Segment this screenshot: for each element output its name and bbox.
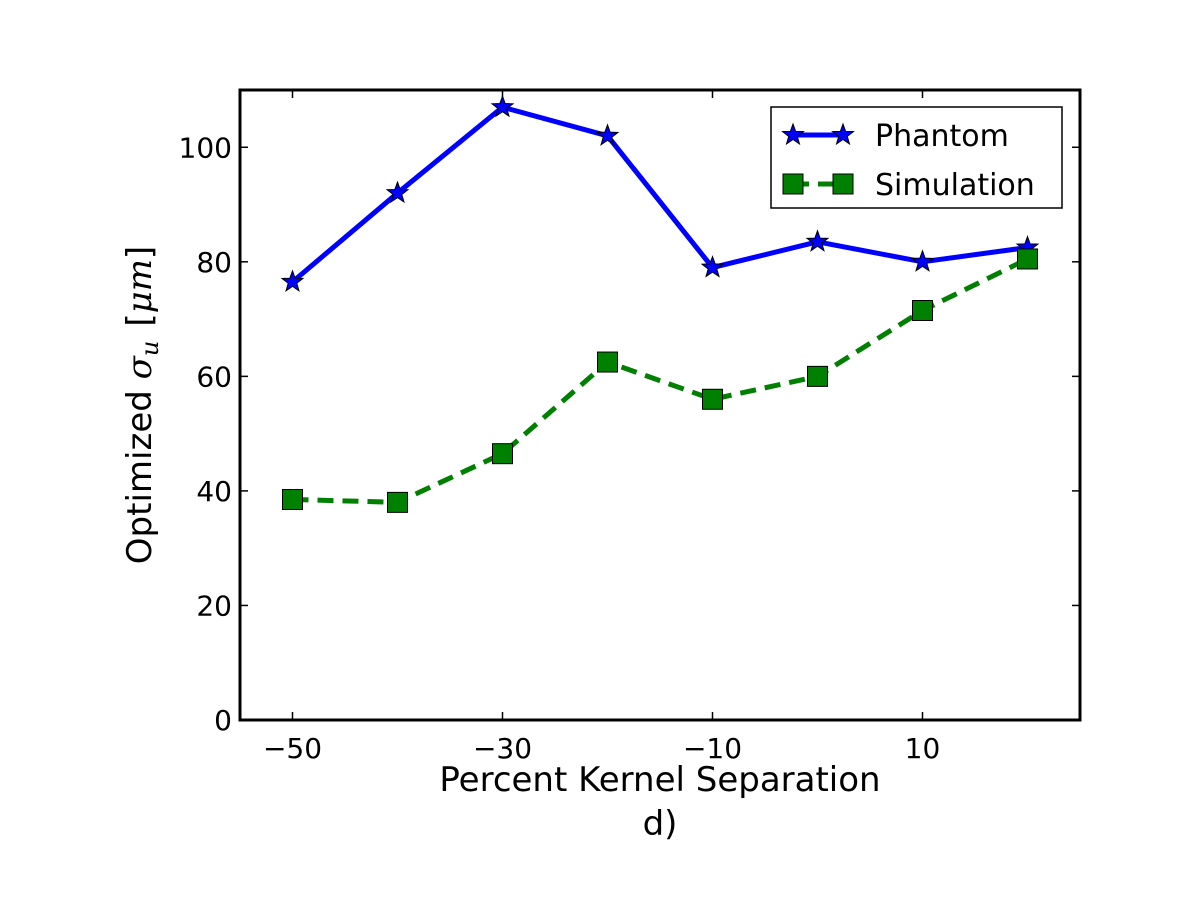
data-point-simulation <box>807 365 828 387</box>
legend-item-phantom: Phantom <box>781 119 1009 154</box>
x-tick-label: 10 <box>905 732 941 765</box>
y-tick-label: 0 <box>214 704 232 737</box>
data-point-phantom <box>805 229 830 252</box>
y-tick-label: 100 <box>179 131 232 164</box>
legend-item-simulation: Simulation <box>782 168 1035 203</box>
plot-frame <box>238 88 1082 722</box>
legend-marker-simulation <box>782 173 804 195</box>
data-point-phantom <box>280 269 305 292</box>
data-point-phantom <box>700 255 725 278</box>
legend-marker-simulation <box>832 173 854 195</box>
data-point-phantom <box>385 180 410 204</box>
series-line-simulation <box>292 256 1029 505</box>
data-point-phantom <box>910 249 935 272</box>
data-point-simulation <box>282 489 303 510</box>
data-point-simulation <box>492 443 513 465</box>
y-axis-label-units: μm <box>120 259 160 313</box>
y-tick-label: 80 <box>196 246 232 279</box>
series-layer <box>280 94 1040 513</box>
y-axis-label-bracket-open: [ <box>120 313 160 326</box>
data-point-simulation <box>387 491 408 513</box>
y-tick-label: 40 <box>196 475 232 508</box>
y-tick-label: 20 <box>196 589 232 622</box>
series-simulation <box>282 248 1038 513</box>
legend-label-phantom: Phantom <box>875 119 1009 154</box>
data-point-simulation <box>1017 248 1038 270</box>
x-axis-label: Percent Kernel Separation <box>439 760 880 800</box>
x-tick-label: −10 <box>683 732 742 765</box>
legend-marker-phantom <box>831 122 855 146</box>
y-axis-label-prefix: Optimized <box>120 379 160 564</box>
series-phantom <box>280 94 1040 292</box>
y-tick-label: 60 <box>196 360 232 393</box>
legend: Phantom Simulation <box>770 106 1063 209</box>
x-tick-label: −30 <box>473 732 532 765</box>
series-line-phantom <box>290 104 1028 284</box>
legend-label-simulation: Simulation <box>875 168 1035 203</box>
legend-box <box>770 106 1063 209</box>
data-point-simulation <box>597 351 618 373</box>
data-point-phantom <box>490 94 515 118</box>
data-point-phantom <box>595 123 620 146</box>
panel-label: d) <box>643 804 678 844</box>
y-axis-label: Optimized σu [μm] <box>120 246 164 564</box>
y-axis-label-bracket-close: ] <box>120 246 160 259</box>
data-point-simulation <box>912 300 933 321</box>
x-tick-label: −50 <box>263 732 322 765</box>
data-point-simulation <box>702 388 723 410</box>
y-axis-label-subscript: u <box>136 341 164 356</box>
legend-marker-phantom <box>781 122 805 146</box>
y-axis-label-symbol: σ <box>120 355 160 379</box>
